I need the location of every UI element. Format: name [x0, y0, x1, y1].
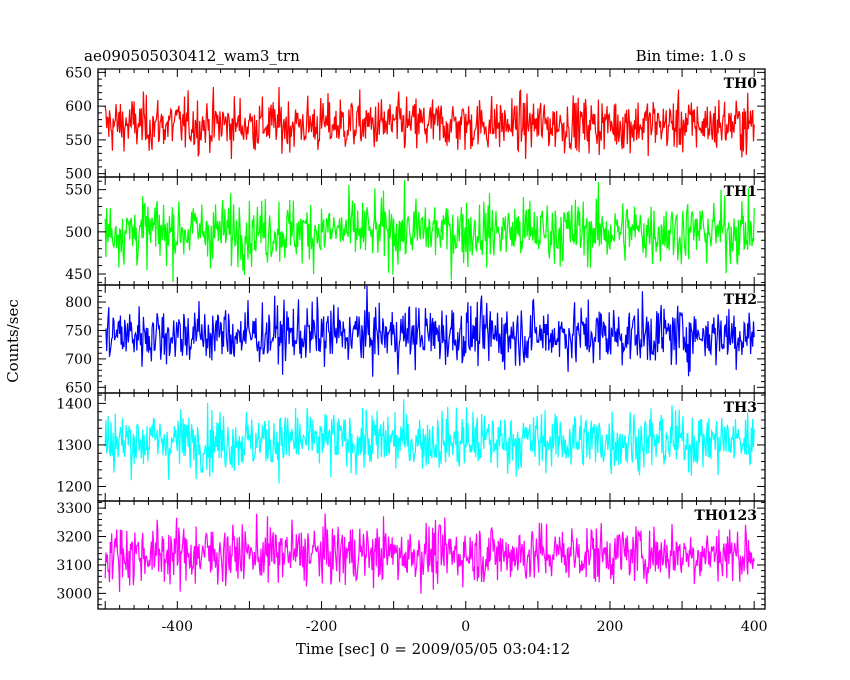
chart-title: ae090505030412_wam3_trn	[84, 47, 300, 65]
y-tick-label: 450	[65, 267, 92, 283]
y-tick-label: 750	[65, 323, 92, 339]
x-tick-label: 0	[461, 619, 470, 635]
y-tick-label: 1300	[56, 438, 92, 454]
bin-time-label: Bin time: 1.0 s	[636, 47, 746, 65]
panel-th1: 450 500 550 TH1	[65, 176, 766, 286]
series-line-th0123	[104, 513, 755, 594]
y-axis-label: Counts/sec	[4, 299, 22, 383]
y-tick-label: 500	[65, 167, 92, 183]
y-tick-label: 1400	[56, 396, 92, 412]
panel-label-th1: TH1	[724, 184, 757, 200]
panel-label-th2: TH2	[724, 292, 757, 308]
y-tick-label: 3100	[56, 558, 92, 574]
panel-th3: 1200 1300 1400 TH3	[56, 392, 766, 502]
panel-th2: 650 700 750 800 TH2	[65, 284, 766, 396]
panel-label-th0123: TH0123	[694, 508, 757, 524]
y-tick-label: 550	[65, 183, 92, 199]
x-tick-label: -400	[162, 619, 193, 635]
panel-label-th3: TH3	[724, 400, 757, 416]
x-tick-label: 200	[597, 619, 624, 635]
x-axis-label: Time [sec] 0 = 2009/05/05 03:04:12	[296, 640, 570, 658]
y-tick-label: 800	[65, 295, 92, 311]
y-tick-label: 1200	[56, 479, 92, 495]
panel-frame	[97, 392, 766, 502]
x-tick-label: 400	[741, 619, 768, 635]
panel-frame	[97, 500, 766, 610]
series-line-th1	[104, 180, 755, 283]
y-tick-label: 650	[65, 380, 92, 396]
y-tick-label: 3200	[56, 530, 92, 546]
y-tick-label: 700	[65, 352, 92, 368]
y-tick-label: 3000	[56, 586, 92, 602]
panel-label-th0: TH0	[724, 76, 758, 92]
y-tick-label: 500	[65, 225, 92, 241]
y-tick-label: 600	[65, 99, 92, 115]
x-axis: -400 -200 0 200 400	[162, 619, 768, 635]
series-line-th2	[104, 285, 755, 377]
series-line-th3	[104, 399, 755, 484]
panel-th0: 500 550 600 650 TH0	[65, 65, 766, 183]
y-tick-label: 3300	[56, 501, 92, 517]
x-tick-label: -200	[306, 619, 337, 635]
series-line-th0	[104, 86, 755, 160]
y-tick-label: 550	[65, 133, 92, 149]
y-tick-label: 650	[65, 65, 92, 81]
panel-th0123: 3000 3100 3200 3300 TH0123	[56, 500, 766, 610]
